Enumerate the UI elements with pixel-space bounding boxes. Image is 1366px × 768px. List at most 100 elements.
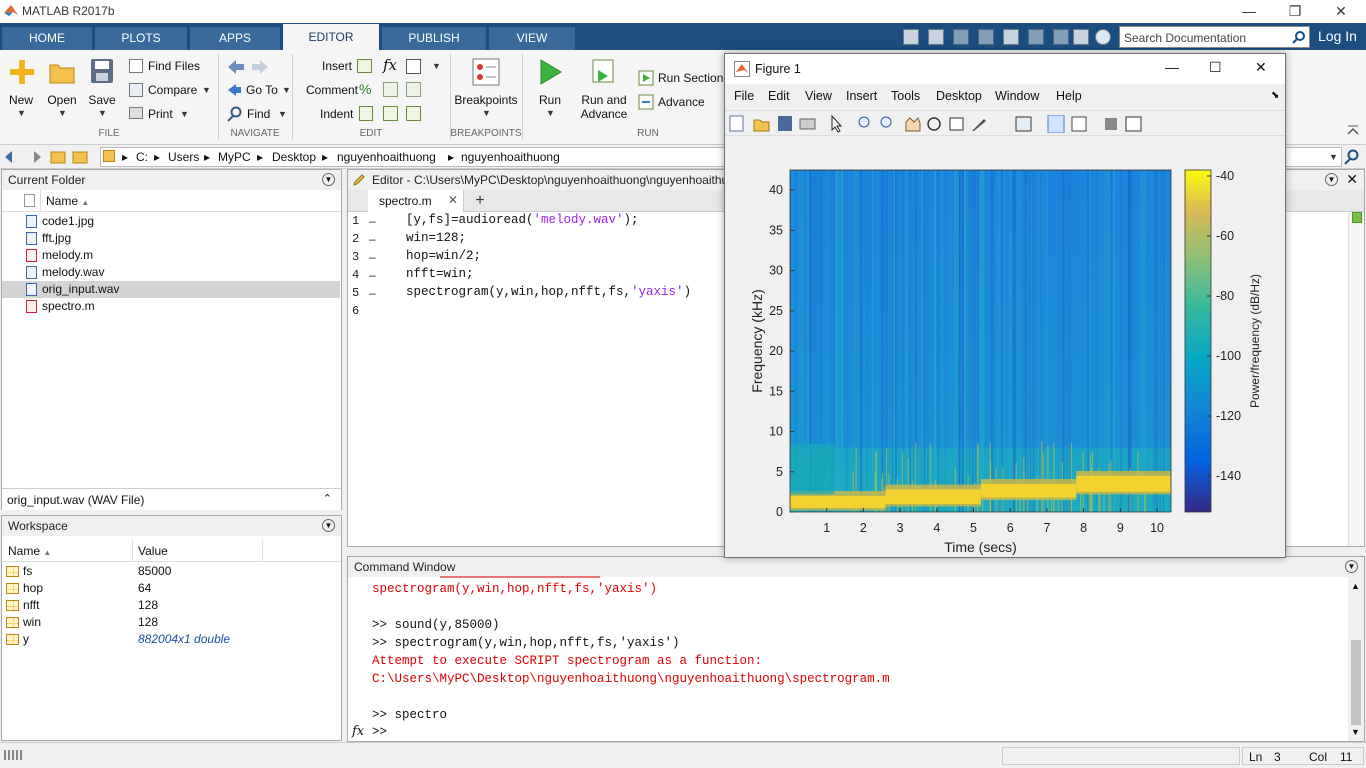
edit-plot-icon[interactable] bbox=[831, 115, 843, 133]
comment-button[interactable]: Comment bbox=[306, 83, 359, 97]
breadcrumb-desktop[interactable]: Desktop bbox=[272, 150, 317, 164]
code-line[interactable]: nfft=win; bbox=[406, 267, 474, 281]
go-to-button[interactable]: Go To bbox=[246, 83, 278, 97]
increase-indent-icon[interactable] bbox=[383, 106, 398, 121]
smart-indent-icon[interactable] bbox=[359, 106, 373, 121]
tab-spectro-m[interactable]: spectro.m ✕ bbox=[368, 190, 464, 212]
close-tab-icon[interactable]: ✕ bbox=[448, 193, 459, 207]
code-line[interactable]: hop=win/2; bbox=[406, 249, 481, 263]
insert-colorbar-icon[interactable] bbox=[1047, 115, 1065, 133]
editor-actions-icon[interactable]: ▼ bbox=[1325, 173, 1338, 186]
quick-access-paste-icon[interactable] bbox=[1003, 29, 1019, 45]
help-icon[interactable] bbox=[1095, 29, 1111, 45]
decrease-indent-icon[interactable] bbox=[406, 106, 421, 121]
breakpoint-marker[interactable]: – bbox=[369, 250, 376, 264]
new-dropdown-icon[interactable]: ▼ bbox=[17, 108, 26, 118]
back-arrow-icon[interactable] bbox=[5, 151, 12, 163]
search-icon[interactable] bbox=[1292, 30, 1306, 44]
open-button[interactable]: Open bbox=[47, 93, 77, 107]
find-dropdown-icon[interactable]: ▼ bbox=[278, 109, 287, 119]
quick-access-redo-icon[interactable] bbox=[1053, 29, 1069, 45]
command-prompt[interactable]: >> bbox=[372, 725, 388, 739]
ws-value-column-header[interactable]: Value bbox=[138, 544, 168, 558]
zoom-in-icon[interactable] bbox=[858, 116, 870, 128]
path-history-dropdown-icon[interactable]: ▼ bbox=[1329, 152, 1338, 162]
go-to-dropdown-icon[interactable]: ▼ bbox=[282, 85, 291, 95]
details-collapse-icon[interactable]: ⌃ bbox=[322, 493, 332, 505]
editor-close-icon[interactable]: ✕ bbox=[1346, 171, 1358, 187]
restore-button[interactable]: ❐ bbox=[1288, 3, 1302, 19]
figure-menu-insert[interactable]: Insert bbox=[846, 89, 878, 103]
search-folder-icon[interactable] bbox=[1344, 149, 1360, 165]
link-plot-icon[interactable] bbox=[1015, 116, 1032, 132]
file-row[interactable]: spectro.m bbox=[2, 298, 340, 315]
run-and-advance-button[interactable]: Run and bbox=[581, 93, 627, 107]
breakpoint-marker[interactable]: – bbox=[369, 268, 376, 282]
collapse-ribbon-icon[interactable] bbox=[1346, 124, 1360, 138]
command-window-scrollbar[interactable]: ▲ ▼ bbox=[1348, 577, 1364, 741]
variable-row[interactable]: hop 64 bbox=[2, 580, 339, 597]
quick-access-save-icon[interactable] bbox=[928, 29, 944, 45]
quick-access-undo-icon[interactable] bbox=[1028, 29, 1044, 45]
figure-menu-edit[interactable]: Edit bbox=[768, 89, 790, 103]
close-button[interactable]: ✕ bbox=[1335, 3, 1347, 19]
figure-minimize-button[interactable]: — bbox=[1165, 59, 1179, 75]
scroll-up-icon[interactable]: ▲ bbox=[1351, 581, 1360, 591]
uncomment-icon[interactable] bbox=[383, 82, 398, 97]
file-row[interactable]: melody.wav bbox=[2, 264, 340, 281]
figure-menu-file[interactable]: File bbox=[734, 89, 755, 103]
breakpoint-marker[interactable]: – bbox=[369, 232, 376, 246]
file-row[interactable]: melody.m bbox=[2, 247, 340, 264]
panel-actions-icon[interactable]: ▼ bbox=[322, 173, 335, 186]
function-browser-icon[interactable]: fx bbox=[352, 724, 365, 739]
rotate-3d-icon[interactable] bbox=[927, 117, 941, 131]
open-dropdown-icon[interactable]: ▼ bbox=[58, 108, 67, 118]
breadcrumb-folder-current[interactable]: nguyenhoaithuong bbox=[461, 150, 560, 164]
tab-publish[interactable]: PUBLISH bbox=[382, 27, 486, 50]
quick-access-new-icon[interactable] bbox=[903, 29, 919, 45]
print-button[interactable]: Print bbox=[148, 107, 173, 121]
save-button[interactable]: Save bbox=[88, 93, 116, 107]
brush-icon[interactable] bbox=[972, 119, 986, 131]
file-row[interactable]: code1.jpg bbox=[2, 213, 340, 230]
figure-menu-help[interactable]: Help bbox=[1056, 89, 1082, 103]
breakpoint-marker[interactable]: – bbox=[369, 286, 376, 300]
run-dropdown-icon[interactable]: ▼ bbox=[546, 108, 555, 118]
scroll-thumb[interactable] bbox=[1351, 640, 1361, 725]
variable-row[interactable]: fs 85000 bbox=[2, 563, 339, 580]
file-row[interactable]: orig_input.wav bbox=[2, 281, 340, 298]
save-dropdown-icon[interactable]: ▼ bbox=[98, 108, 107, 118]
fig-open-icon[interactable] bbox=[753, 119, 770, 132]
tab-editor[interactable]: EDITOR bbox=[283, 24, 379, 50]
figure-menu-window[interactable]: Window bbox=[995, 89, 1040, 103]
fig-print-icon[interactable] bbox=[799, 118, 816, 130]
run-button[interactable]: Run bbox=[538, 93, 561, 107]
breakpoint-marker[interactable]: – bbox=[369, 214, 376, 228]
wrap-comments-icon[interactable] bbox=[406, 82, 421, 97]
up-folder-icon[interactable] bbox=[50, 151, 66, 164]
figure-maximize-button[interactable]: ☐ bbox=[1209, 59, 1222, 75]
browse-folder-icon[interactable] bbox=[72, 151, 88, 164]
insert-button[interactable]: Insert bbox=[322, 59, 353, 73]
fig-new-icon[interactable] bbox=[729, 115, 744, 132]
find-button[interactable]: Find bbox=[247, 107, 271, 121]
code-line[interactable]: spectrogram(y,win,hop,nfft,fs,'yaxis') bbox=[406, 285, 691, 299]
print-dropdown-icon[interactable]: ▼ bbox=[180, 109, 189, 119]
name-column-header[interactable]: Name ▲ bbox=[46, 194, 90, 208]
compare-dropdown-icon[interactable]: ▼ bbox=[202, 85, 211, 95]
dock-figure-icon[interactable]: ⬊ bbox=[1271, 90, 1280, 101]
hide-plot-tools-icon[interactable] bbox=[1105, 118, 1117, 130]
breadcrumb-users[interactable]: Users bbox=[168, 150, 200, 164]
insert-function-icon[interactable]: fx bbox=[383, 56, 398, 74]
insert-options-icon[interactable] bbox=[406, 59, 421, 74]
figure-close-button[interactable]: ✕ bbox=[1255, 59, 1267, 75]
run-section-button[interactable]: Run Section bbox=[658, 71, 724, 85]
find-files-button[interactable]: Find Files bbox=[148, 59, 201, 73]
scroll-down-icon[interactable]: ▼ bbox=[1351, 727, 1360, 737]
variable-row[interactable]: y 882004x1 double bbox=[2, 631, 339, 648]
new-button[interactable]: New bbox=[8, 93, 33, 107]
ws-name-column-header[interactable]: Name ▲ bbox=[8, 544, 52, 558]
workspace-actions-icon[interactable]: ▼ bbox=[322, 519, 335, 532]
editor-scrollbar[interactable] bbox=[1348, 212, 1364, 546]
fig-save-icon[interactable] bbox=[778, 116, 792, 131]
